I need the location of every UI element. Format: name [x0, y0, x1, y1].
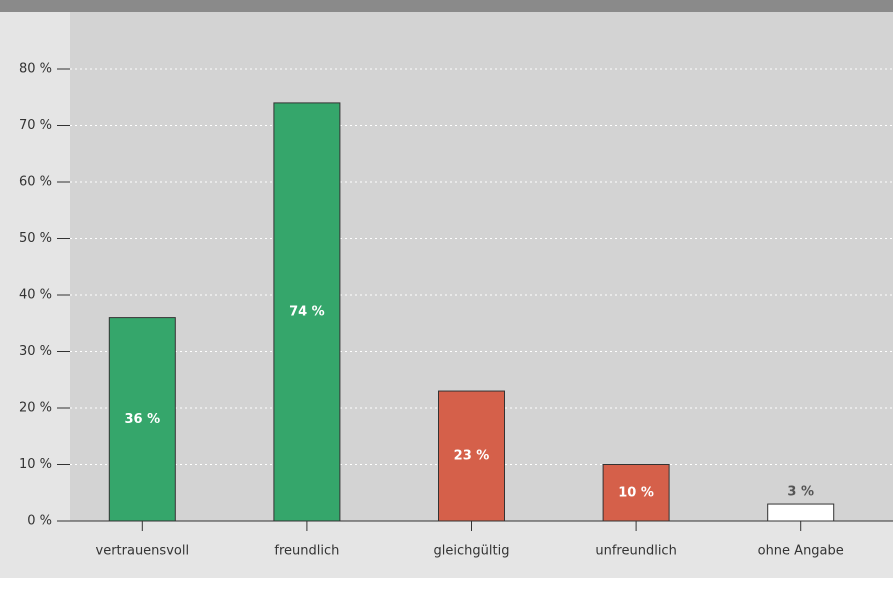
value-label: 36 % — [124, 412, 160, 427]
header-banner — [0, 0, 893, 12]
value-label: 74 % — [289, 304, 325, 319]
value-label: 10 % — [618, 485, 654, 500]
x-tick-label: vertrauensvoll — [96, 544, 190, 559]
y-tick-label: 60 % — [19, 175, 52, 190]
x-tick-label: gleichgültig — [434, 544, 510, 559]
y-tick-label: 40 % — [19, 288, 52, 303]
y-tick-label: 20 % — [19, 401, 52, 416]
y-tick-label: 0 % — [27, 514, 52, 529]
bar — [273, 102, 341, 522]
y-tick-label: 10 % — [19, 457, 52, 472]
x-tick-label: unfreundlich — [595, 544, 676, 559]
y-tick-label: 70 % — [19, 118, 52, 133]
x-tick-label: ohne Angabe — [758, 544, 844, 559]
y-tick-label: 50 % — [19, 231, 52, 246]
value-label: 3 % — [787, 485, 814, 500]
bar — [108, 317, 176, 522]
value-label: 23 % — [454, 449, 490, 464]
bar — [767, 503, 835, 522]
bar — [438, 390, 505, 522]
y-tick-label: 80 % — [19, 62, 52, 77]
bar — [602, 464, 670, 522]
y-tick-label: 30 % — [19, 344, 52, 359]
x-tick-label: freundlich — [274, 544, 339, 559]
